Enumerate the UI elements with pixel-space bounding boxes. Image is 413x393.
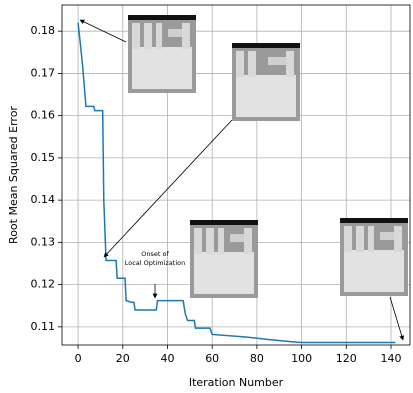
thumbnail xyxy=(190,220,258,298)
thumbnail xyxy=(232,43,300,121)
x-tick-label: 0 xyxy=(75,352,82,365)
y-tick-label: 0.12 xyxy=(31,278,56,291)
thumbnail xyxy=(340,218,408,296)
y-tick-label: 0.15 xyxy=(31,151,56,164)
y-tick-label: 0.16 xyxy=(31,109,56,122)
x-tick-label: 100 xyxy=(291,352,312,365)
x-tick-label: 40 xyxy=(160,352,174,365)
annotation: Local Optimization xyxy=(125,259,186,267)
x-tick-label: 20 xyxy=(116,352,130,365)
x-tick-label: 80 xyxy=(250,352,264,365)
y-tick-label: 0.18 xyxy=(31,24,56,37)
y-tick-label: 0.13 xyxy=(31,235,56,248)
y-tick-label: 0.11 xyxy=(31,320,56,333)
y-tick-label: 0.17 xyxy=(31,66,56,79)
chart: Iteration Number Root Mean Squared Error xyxy=(0,0,413,393)
x-tick-label: 60 xyxy=(205,352,219,365)
y-axis-title: Root Mean Squared Error xyxy=(7,106,20,244)
x-tick-label: 120 xyxy=(336,352,357,365)
annotation: Onset of xyxy=(141,250,169,258)
thumbnail xyxy=(128,15,196,93)
arrow xyxy=(390,297,403,340)
y-tick-label: 0.14 xyxy=(31,193,56,206)
x-tick-label: 140 xyxy=(381,352,402,365)
x-axis-title: Iteration Number xyxy=(189,376,284,389)
